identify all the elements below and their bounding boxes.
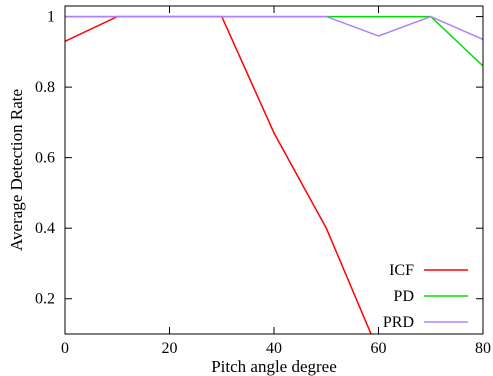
x-tick-label: 80: [475, 340, 491, 357]
series-line-prd: [65, 15, 483, 41]
x-axis-label: Pitch angle degree: [211, 357, 337, 376]
series-line-icf: [65, 15, 372, 334]
y-tick-label: 0.6: [35, 150, 55, 167]
x-tick-label: 0: [61, 340, 69, 357]
plot-frame: [64, 5, 484, 335]
series-line-pd: [65, 15, 483, 67]
axis-ticks: 0 20 40 60 80 0.2 0.4 0.6 0.8 1: [35, 6, 491, 357]
x-tick-label: 60: [371, 340, 387, 357]
series-lines: [65, 15, 483, 334]
y-axis-label: Average Detection Rate: [7, 89, 26, 251]
legend-label-icf: ICF: [389, 262, 414, 279]
legend-label-pd: PD: [394, 288, 414, 305]
x-tick-label: 40: [266, 340, 282, 357]
x-tick-label: 20: [162, 340, 178, 357]
y-tick-label: 0.4: [35, 220, 55, 237]
y-tick-label: 0.8: [35, 79, 55, 96]
legend: ICF PD PRD: [383, 262, 468, 331]
legend-label-prd: PRD: [383, 314, 414, 331]
y-tick-label: 0.2: [35, 291, 55, 308]
y-tick-label: 1: [47, 9, 55, 26]
